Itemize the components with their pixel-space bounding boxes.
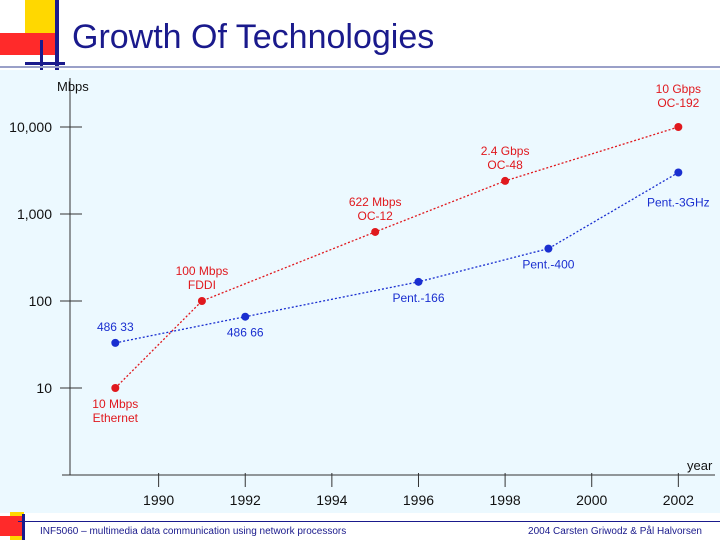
processor-data-label: 486 33 bbox=[97, 320, 134, 334]
title-decoration-line bbox=[25, 62, 65, 65]
processor-point bbox=[414, 277, 423, 286]
footer-decoration-red bbox=[0, 516, 22, 536]
processor-data-label: Pent.-3GHz bbox=[647, 195, 710, 209]
network-data-label: 2.4 Gbps bbox=[481, 144, 530, 158]
x-tick-label: 1996 bbox=[403, 492, 434, 508]
y-tick-label: 10,000 bbox=[9, 119, 52, 135]
network-data-label: 10 Gbps bbox=[656, 82, 701, 96]
x-tick-label: 2002 bbox=[663, 492, 694, 508]
network-point bbox=[501, 176, 510, 185]
x-tick-label: 1994 bbox=[316, 492, 347, 508]
x-tick-label: 1990 bbox=[143, 492, 174, 508]
processor-data-label: Pent.-166 bbox=[392, 291, 444, 305]
footer-course: INF5060 – multimedia data communication … bbox=[40, 526, 347, 537]
growth-chart: Mbps year 10 100 1,000 10,000 1990 1992 1994 1996… bbox=[9, 78, 715, 508]
x-tick-label: 2000 bbox=[576, 492, 607, 508]
title-decoration-bar bbox=[55, 0, 59, 70]
processor-data-label: 486 66 bbox=[227, 326, 264, 340]
x-axis-label: year bbox=[687, 458, 713, 473]
network-data-label: FDDI bbox=[188, 278, 216, 292]
y-axis-label: Mbps bbox=[57, 79, 89, 94]
title-decoration-vline bbox=[40, 40, 43, 70]
title-decoration-red bbox=[0, 33, 55, 55]
network-data-label: 100 Mbps bbox=[176, 264, 229, 278]
network-data-label: OC-48 bbox=[487, 158, 523, 172]
network-point bbox=[111, 384, 120, 392]
y-tick-label: 100 bbox=[29, 293, 53, 309]
footer-decoration-bar bbox=[22, 514, 25, 540]
x-tick-label: 1992 bbox=[230, 492, 261, 508]
chart-panel: Mbps year 10 100 1,000 10,000 1990 1992 1994 1996… bbox=[0, 70, 720, 513]
processor-point bbox=[111, 338, 120, 347]
network-series-line bbox=[114, 126, 679, 389]
network-data-label: Ethernet bbox=[93, 411, 139, 425]
network-point bbox=[197, 297, 206, 305]
processor-point bbox=[241, 312, 250, 321]
x-tick-label: 1998 bbox=[490, 492, 521, 508]
footer-rule bbox=[18, 521, 720, 522]
processor-data-label: Pent.-400 bbox=[522, 258, 574, 272]
title-rule bbox=[0, 66, 720, 68]
slide-title: Growth Of Technologies bbox=[72, 18, 435, 56]
footer-authors: 2004 Carsten Griwodz & Pål Halvorsen bbox=[528, 526, 702, 537]
network-data-label: OC-12 bbox=[358, 209, 394, 223]
network-point bbox=[674, 123, 683, 131]
network-point bbox=[371, 227, 380, 236]
network-data-label: OC-192 bbox=[657, 96, 699, 110]
network-data-label: 10 Mbps bbox=[92, 397, 138, 411]
y-tick-label: 10 bbox=[36, 380, 52, 396]
processor-point bbox=[674, 168, 683, 177]
network-data-label: 622 Mbps bbox=[349, 195, 402, 209]
y-tick-label: 1,000 bbox=[17, 206, 52, 222]
processor-point bbox=[544, 244, 553, 253]
